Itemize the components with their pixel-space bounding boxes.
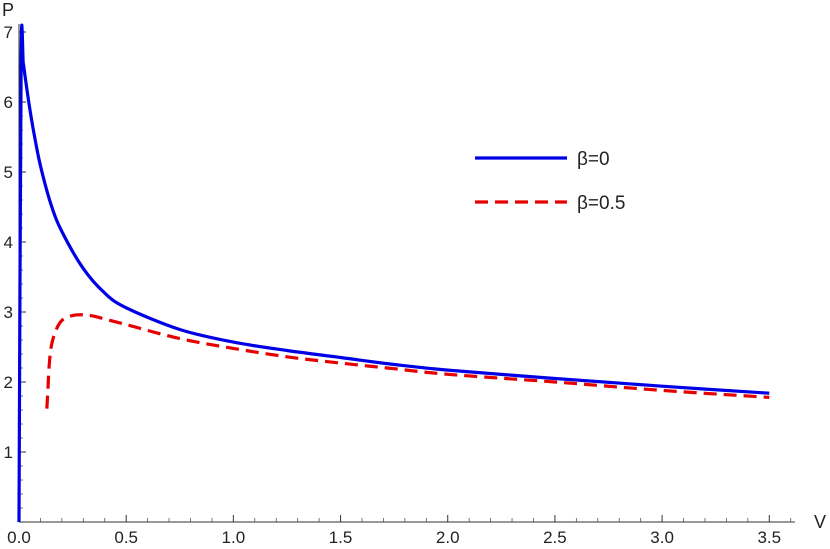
x-tick-label: 3.0: [650, 528, 674, 547]
legend: β=0 β=0.5: [475, 149, 625, 214]
y-tick-label: 1: [4, 443, 13, 462]
legend-label-beta-0: β=0: [577, 149, 610, 170]
y-tick-label: 4: [4, 233, 13, 252]
x-tick-label: 2.0: [436, 528, 460, 547]
legend-label-beta-0-5: β=0.5: [577, 193, 625, 214]
x-axis-label: V: [814, 512, 826, 532]
x-tick-label: 1.5: [329, 528, 353, 547]
y-tick-label: 3: [4, 303, 13, 322]
series-beta-0-line: [17, 23, 770, 523]
y-tick-label: 5: [4, 163, 13, 182]
x-tick-label: 3.5: [757, 528, 781, 547]
axes: [18, 24, 795, 523]
x-tick-label: 0.5: [114, 528, 138, 547]
series-beta-0-5-line: [45, 313, 770, 409]
y-axis-label: P: [2, 0, 14, 20]
y-tick-label: 6: [4, 93, 13, 112]
x-tick-label: 2.5: [543, 528, 567, 547]
data-series: [17, 23, 770, 523]
x-tick-label: 0.0: [7, 528, 31, 547]
tick-marks: 0.0 0.5 1.0 1.5 2.0 2.5 3.0 3.5 1 2 3 4 5 6 7: [4, 23, 792, 547]
x-tick-label: 1.0: [222, 528, 246, 547]
y-tick-label: 7: [4, 23, 13, 42]
y-tick-label: 2: [4, 373, 13, 392]
